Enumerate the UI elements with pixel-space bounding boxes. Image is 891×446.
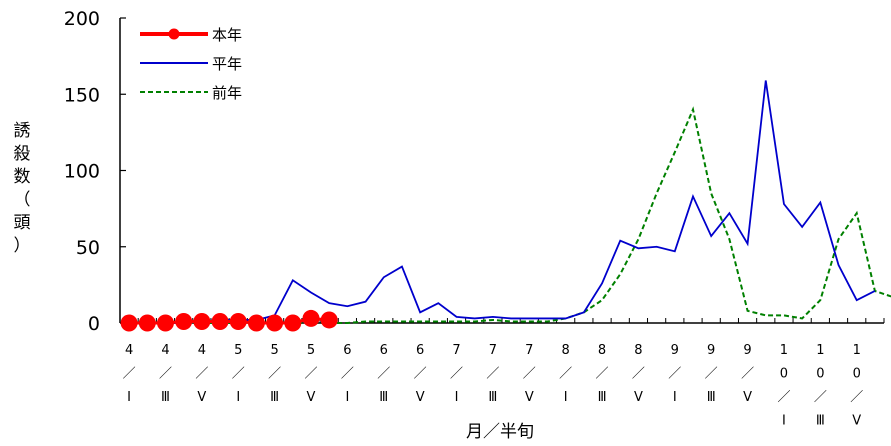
x-tick-label: 8 ／ Ⅰ bbox=[559, 343, 572, 405]
x-tick-label: 7 ／ Ⅴ bbox=[523, 343, 536, 405]
y-tick-labels: 0 50 100 150 200 bbox=[64, 8, 100, 335]
series-current-year-point bbox=[302, 309, 320, 327]
series-current-year-point bbox=[266, 314, 284, 332]
x-tick-label: 7 ／ Ⅲ bbox=[486, 343, 499, 405]
y-tick-label: 150 bbox=[64, 84, 100, 106]
series-current-year-point bbox=[247, 314, 265, 332]
series-current-year-point bbox=[120, 314, 138, 332]
x-tick-label: 4 ／ Ⅴ bbox=[195, 343, 208, 405]
legend-label: 平年 bbox=[212, 55, 242, 73]
x-tick-label: 6 ／ Ⅴ bbox=[414, 343, 427, 405]
y-tick-label: 100 bbox=[64, 161, 100, 183]
x-tick-label: 6 ／ Ⅰ bbox=[341, 343, 354, 405]
series-current-year-point bbox=[211, 312, 229, 330]
x-tick-label: 1 0 ／ Ⅲ bbox=[814, 343, 827, 429]
series-current-year-point bbox=[229, 312, 247, 330]
series-normal-year-line bbox=[129, 80, 876, 324]
x-tick-label: 1 0 ／ Ⅰ bbox=[777, 343, 790, 429]
x-tick-label: 1 0 ／ Ⅴ bbox=[850, 343, 863, 429]
legend-marker bbox=[168, 28, 180, 40]
x-tick-label: 6 ／ Ⅲ bbox=[377, 343, 390, 405]
y-tick-label: 0 bbox=[88, 313, 100, 335]
series-current-year-point bbox=[156, 314, 174, 332]
x-axis-label: 月／半旬 bbox=[466, 422, 534, 442]
x-tick-label: 7 ／ Ⅰ bbox=[450, 343, 463, 405]
x-tick-label: 4 ／ Ⅰ bbox=[123, 343, 136, 405]
x-tick-label: 8 ／ Ⅲ bbox=[596, 343, 609, 405]
legend-label: 本年 bbox=[212, 26, 242, 44]
y-tick-label: 200 bbox=[64, 8, 100, 30]
x-tick-label: 8 ／ Ⅴ bbox=[632, 343, 645, 405]
legend-label: 前年 bbox=[212, 84, 242, 102]
series-current-year-point bbox=[284, 314, 302, 332]
x-tick-labels: 4 ／ Ⅰ 4 ／ Ⅲ 4 ／ Ⅴ 5 ／ Ⅰ 5 ／ Ⅲ 5 ／ Ⅴ 6 ／ Ⅰ 6 ／ Ⅲ 6 ／ Ⅴ 7 ／ Ⅰ 7 ／ Ⅲ 7 ／ Ⅴ 8 ／ Ⅰ 8… bbox=[123, 343, 864, 429]
series-current-year-point bbox=[175, 312, 193, 330]
x-tick-label: 9 ／ Ⅴ bbox=[741, 343, 754, 405]
x-tick-label: 9 ／ Ⅰ bbox=[668, 343, 681, 405]
x-tick-label: 4 ／ Ⅲ bbox=[159, 343, 172, 405]
x-tick-label: 5 ／ Ⅰ bbox=[232, 343, 245, 405]
series-current-year-point bbox=[193, 312, 211, 330]
series-prior-year-line bbox=[129, 106, 891, 324]
y-axis-title: 誘殺数（頭） bbox=[14, 121, 31, 256]
y-tick-label: 50 bbox=[76, 237, 100, 259]
x-tick-label: 9 ／ Ⅲ bbox=[705, 343, 718, 405]
y-axis-label: 誘殺数（頭） bbox=[14, 121, 31, 256]
x-tick-label: 5 ／ Ⅲ bbox=[268, 343, 281, 405]
series-current-year-point bbox=[138, 314, 156, 332]
series-current-year-point bbox=[320, 311, 338, 329]
series-layer bbox=[120, 80, 891, 332]
x-tick-label: 5 ／ Ⅴ bbox=[304, 343, 317, 405]
